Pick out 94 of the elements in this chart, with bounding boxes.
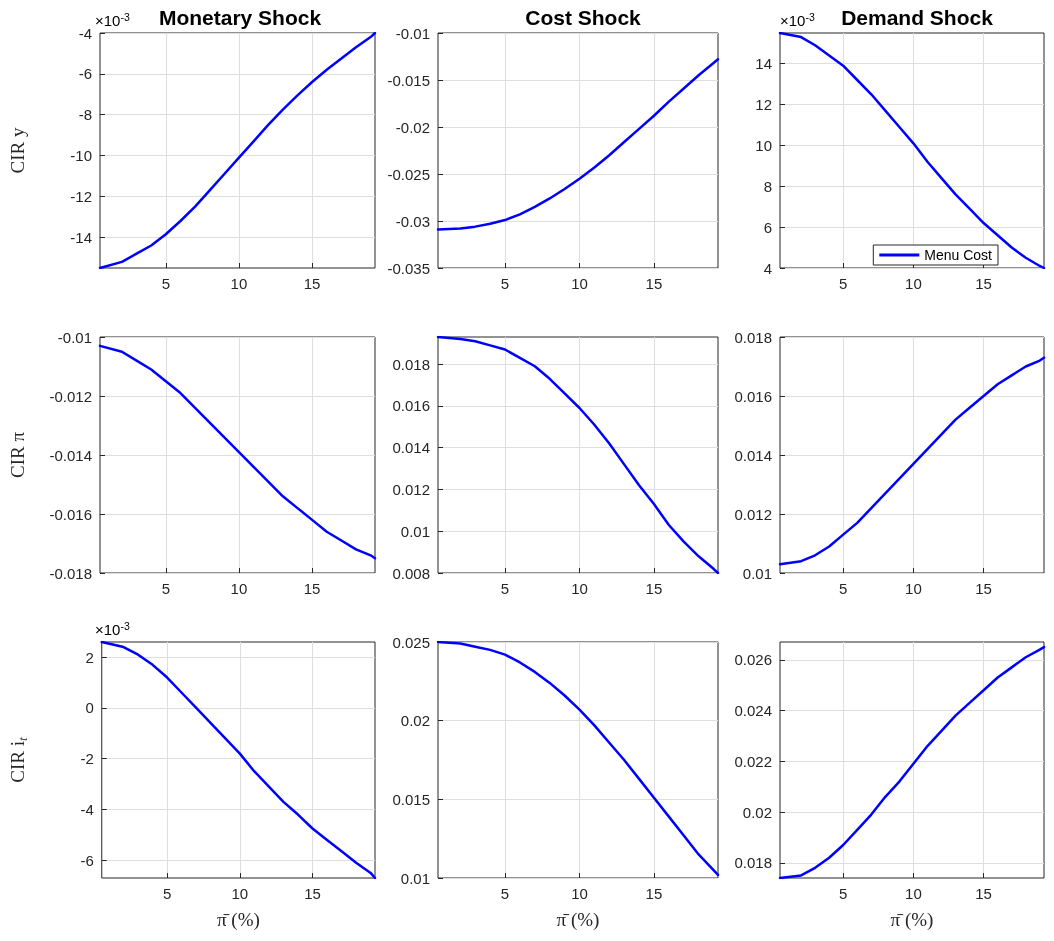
x-tick-label: 5 [162, 885, 172, 902]
y-tick-label: -0.025 [387, 165, 430, 183]
x-tick-label: 15 [304, 885, 321, 902]
y-tick-label: 0.014 [392, 439, 430, 457]
y-tick-label: 4 [763, 259, 772, 277]
y-tick-label: 0.025 [392, 633, 430, 651]
y-tick-label: 0.018 [734, 854, 772, 872]
y-tick-label: -8 [78, 106, 92, 124]
y-tick-label: 14 [755, 55, 772, 73]
y-tick-label: -4 [80, 800, 94, 818]
y-tick-label: -0.016 [49, 505, 92, 523]
chart-title: Cost Shock [525, 6, 642, 29]
chart-title: Monetary Shock [158, 6, 322, 29]
y-tick-label: 0 [85, 699, 94, 717]
x-tick-label: 10 [905, 275, 922, 292]
x-axis-title: π̄ (%) [216, 909, 260, 931]
y-tick-label: 0.014 [734, 446, 772, 464]
x-tick-label: 5 [161, 580, 170, 597]
y-tick-label: 0.016 [392, 397, 430, 415]
y-tick-label: -0.015 [387, 71, 430, 89]
y-tick-label: -14 [70, 228, 92, 246]
y-tick-label: 8 [763, 177, 772, 195]
y-tick-label: 0.01 [742, 564, 772, 582]
y-tick-label: 0.022 [734, 752, 772, 770]
y-tick-label: 6 [763, 218, 772, 236]
y-tick-label: 0.024 [734, 702, 772, 720]
line-series [778, 645, 1046, 880]
legend-label: Menu Cost [924, 247, 993, 263]
chart-title: Demand Shock [841, 6, 994, 29]
y-tick-label: 0.01 [400, 869, 430, 887]
y-tick-label: -6 [78, 65, 92, 83]
x-tick-label: 5 [839, 885, 848, 902]
x-tick-label: 15 [645, 275, 663, 292]
y-tick-label: -0.012 [49, 387, 92, 405]
y-tick-label: 10 [755, 136, 772, 154]
x-tick-label: 10 [905, 885, 922, 902]
x-tick-label: 5 [500, 275, 510, 292]
x-tick-label: 15 [645, 580, 663, 597]
y-tick-label: -0.02 [395, 118, 430, 136]
x-tick-label: 15 [645, 885, 663, 902]
x-tick-label: 10 [230, 275, 248, 292]
x-tick-label: 5 [500, 580, 510, 597]
y-tick-label: 0.026 [734, 651, 772, 669]
x-tick-label: 15 [975, 885, 992, 902]
y-tick-label: -10 [70, 147, 92, 165]
x-tick-label: 15 [975, 580, 992, 597]
x-axis-title: π̄ (%) [556, 909, 600, 931]
y-tick-label: -6 [80, 851, 94, 869]
y-tick-label: 0.015 [392, 790, 430, 808]
x-tick-label: 10 [230, 580, 248, 597]
y-tick-label: -0.035 [387, 259, 430, 277]
line-series [436, 335, 720, 575]
x-tick-label: 15 [303, 580, 321, 597]
y-tick-label: 0.018 [392, 355, 430, 373]
y-tick-label: -12 [70, 187, 92, 205]
line-series [98, 344, 377, 560]
y-axis-title: CIR y [7, 127, 28, 174]
line-series [100, 640, 377, 880]
y-tick-label: 0.016 [734, 387, 772, 405]
x-tick-label: 5 [839, 275, 848, 292]
line-series [98, 31, 377, 270]
y-tick-label: -0.018 [49, 564, 92, 582]
x-tick-label: 10 [571, 580, 588, 597]
y-tick-label: 0.02 [400, 712, 430, 730]
y-tick-label: 12 [755, 96, 772, 114]
y-axis-title: CIR π [7, 431, 28, 479]
y-tick-label: -0.01 [395, 24, 430, 42]
y-tick-label: -0.014 [49, 446, 92, 464]
x-tick-label: 15 [975, 275, 992, 292]
y-tick-label: -4 [78, 24, 92, 42]
y-tick-label: 0.018 [734, 328, 772, 346]
y-tick-label: 0.02 [742, 803, 772, 821]
x-tick-label: 5 [161, 275, 170, 292]
y-tick-label: 0.012 [734, 505, 772, 523]
y-axis-title: CIR it [7, 737, 30, 783]
x-tick-label: 5 [839, 580, 848, 597]
x-tick-label: 10 [905, 580, 922, 597]
x-axis-title: π̄ (%) [890, 909, 934, 931]
x-tick-label: 15 [303, 275, 321, 292]
line-series [778, 31, 1046, 270]
y-tick-label: 2 [85, 648, 94, 666]
y-tick-label: -0.01 [57, 328, 92, 346]
x-tick-label: 10 [571, 885, 588, 902]
line-series [778, 356, 1046, 566]
y-tick-label: 0.012 [392, 480, 430, 498]
y-tick-label: 0.008 [392, 564, 430, 582]
line-series [436, 640, 720, 877]
x-tick-label: 10 [571, 275, 588, 292]
y-tick-label: 0.01 [400, 522, 430, 540]
x-tick-label: 5 [500, 885, 510, 902]
x-tick-label: 10 [231, 885, 249, 902]
y-tick-label: -0.03 [395, 212, 430, 230]
y-tick-label: -2 [80, 750, 94, 768]
line-series [436, 58, 720, 231]
